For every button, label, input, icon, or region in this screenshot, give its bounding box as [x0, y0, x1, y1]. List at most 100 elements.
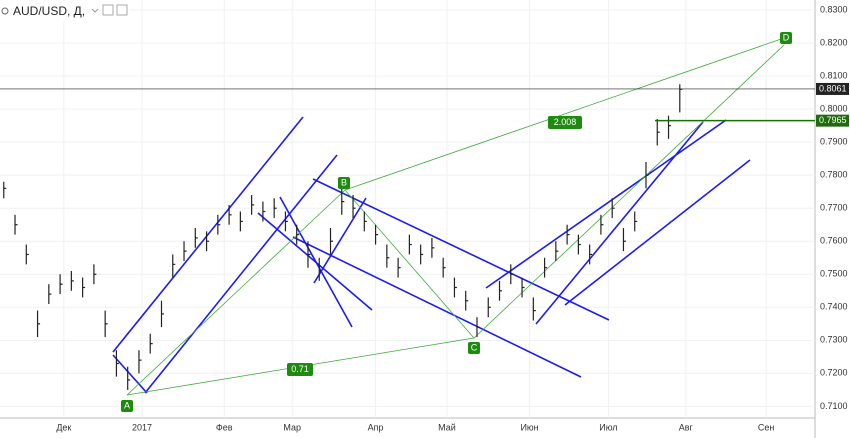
- point-label: D: [783, 32, 790, 42]
- point-label: C: [471, 342, 478, 352]
- trendline: [564, 159, 751, 306]
- annotations: A B C D 2.008 0.71: [121, 32, 792, 412]
- ohlc-bar: [104, 310, 108, 338]
- ohlc-bar: [318, 257, 322, 281]
- point-label: A: [124, 400, 130, 410]
- ratio-label: 2.008: [554, 117, 577, 127]
- ohlc-bar: [183, 241, 187, 262]
- ohlc-bar: [3, 181, 7, 199]
- y-tick-label: 0.7200: [820, 368, 848, 378]
- ohlc-bar: [25, 244, 29, 265]
- ohlc-bar: [543, 257, 548, 278]
- price-label: 0.8061: [819, 83, 847, 93]
- point-badge: [121, 400, 133, 412]
- ohlc-bar: [634, 211, 638, 232]
- ohlc-bar: [93, 264, 97, 285]
- y-tick-label: 0.7700: [820, 203, 848, 213]
- ohlc-bar: [566, 224, 570, 245]
- ohlc-bar: [611, 198, 615, 219]
- ohlc-bar: [600, 214, 604, 235]
- y-tick-label: 0.7500: [820, 269, 848, 279]
- x-tick-label: Июн: [520, 422, 538, 432]
- symbol-title: AUD/USD, Д,: [13, 4, 85, 18]
- settings-icon[interactable]: [102, 4, 114, 16]
- ratio-badge: [287, 363, 313, 376]
- ohlc-bar: [386, 244, 390, 268]
- ohlc-bar: [307, 241, 311, 268]
- close-icon[interactable]: [116, 4, 128, 16]
- x-tick-label: Июл: [599, 422, 617, 432]
- ohlc-bar: [408, 234, 412, 255]
- ohlc-bar: [420, 244, 424, 265]
- ohlc-bar: [115, 350, 119, 377]
- ratio-label: 0.71: [291, 364, 309, 374]
- ohlc-bar: [284, 211, 288, 232]
- ohlc-bar: [273, 198, 277, 219]
- price-badge: [816, 114, 849, 127]
- point-badge: [780, 32, 792, 44]
- y-tick-label: 0.8300: [820, 4, 848, 14]
- ohlc-bar: [36, 310, 41, 338]
- point-badge: [468, 342, 480, 354]
- ohlc-bar: [149, 333, 153, 354]
- x-tick-label: Мар: [283, 422, 301, 432]
- trendline: [144, 154, 338, 394]
- x-tick-label: Апр: [368, 422, 384, 432]
- ohlc-bar: [679, 84, 683, 113]
- ohlc-bar: [397, 257, 401, 278]
- ohlc-bar: [228, 204, 232, 225]
- ohlc-bar: [555, 241, 559, 262]
- ohlc-bar: [127, 366, 131, 390]
- ohlc-bar: [329, 228, 334, 255]
- ohlc-bar: [589, 244, 593, 265]
- ohlc-bar: [453, 277, 457, 298]
- ohlc-bar: [431, 237, 435, 258]
- ohlc-bar: [498, 280, 503, 301]
- trendline: [485, 119, 727, 289]
- ohlc-bar: [645, 161, 649, 189]
- x-tick-label: Дек: [56, 422, 71, 432]
- drawings: [112, 37, 785, 396]
- ohlc-bar: [532, 297, 536, 321]
- price-badge: [816, 82, 849, 95]
- ohlc-bar: [82, 277, 86, 298]
- price-label: 0.7965: [819, 115, 847, 125]
- trendline: [535, 121, 704, 325]
- x-tick-label: Май: [438, 422, 456, 432]
- x-tick-label: 2017: [132, 422, 152, 432]
- toggle-icon[interactable]: [1, 7, 9, 15]
- trendline: [279, 196, 353, 328]
- ohlc-bar: [656, 119, 660, 146]
- ohlc-bar: [239, 211, 243, 232]
- bars: [3, 84, 683, 390]
- price-axis-bg: [815, 0, 850, 438]
- ohlc-bar: [510, 264, 514, 285]
- ohlc-bar: [70, 270, 74, 291]
- y-tick-label: 0.7400: [820, 302, 848, 312]
- point-badge: [338, 177, 350, 189]
- y-tick-label: 0.7600: [820, 236, 848, 246]
- ohlc-bar: [442, 257, 446, 278]
- ohlc-bar: [667, 115, 672, 139]
- y-tick-label: 0.7900: [820, 137, 848, 147]
- y-tick-label: 0.7800: [820, 170, 848, 180]
- ohlc-bar: [138, 350, 142, 374]
- ohlc-bar: [577, 234, 581, 255]
- dropdown-icon[interactable]: [91, 8, 99, 13]
- ohlc-bar: [14, 214, 18, 235]
- ohlc-bar: [160, 300, 164, 328]
- trendline: [112, 116, 304, 353]
- y-tick-label: 0.8200: [820, 37, 848, 47]
- trendline: [112, 354, 148, 394]
- pattern-line: [344, 37, 785, 191]
- ohlc-bar: [487, 297, 491, 318]
- ohlc-bar: [352, 194, 356, 219]
- point-label: B: [341, 177, 347, 187]
- ohlc-bar: [172, 254, 176, 278]
- x-tick-label: Фев: [216, 422, 233, 432]
- ohlc-bar: [251, 194, 255, 215]
- grid: [0, 0, 815, 418]
- pattern-line: [473, 44, 785, 339]
- ohlc-bar: [48, 284, 52, 304]
